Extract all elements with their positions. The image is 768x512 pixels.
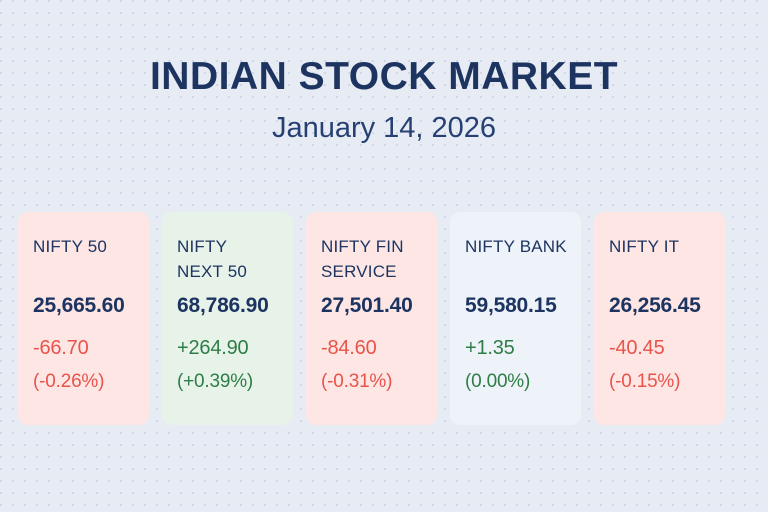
index-value: 27,501.40	[321, 294, 413, 317]
index-change: -84.60	[321, 337, 377, 359]
index-card-nifty-fin-service[interactable]: NIFTY FIN SERVICE 27,501.40 -84.60 (-0.3…	[306, 212, 437, 425]
index-card-list: NIFTY 50 25,665.60 -66.70 (-0.26%) NIFTY…	[18, 212, 750, 425]
index-label: NIFTY NEXT 50	[177, 234, 293, 284]
index-card-nifty-bank[interactable]: NIFTY BANK 59,580.15 +1.35 (0.00%)	[450, 212, 581, 425]
index-value: 25,665.60	[33, 294, 125, 317]
header: INDIAN STOCK MARKET January 14, 2026	[0, 0, 768, 148]
index-change: +264.90	[177, 337, 249, 359]
index-card-nifty-next-50[interactable]: NIFTY NEXT 50 68,786.90 +264.90 (+0.39%)	[162, 212, 293, 425]
index-label: NIFTY IT	[609, 234, 725, 284]
index-label-line: NIFTY	[177, 237, 228, 256]
index-label-line: NIFTY BANK	[465, 237, 567, 256]
index-percent: (+0.39%)	[177, 371, 254, 392]
page-date: January 14, 2026	[271, 112, 497, 144]
index-label-line: NIFTY IT	[609, 237, 680, 256]
index-label-line: NEXT 50	[177, 262, 248, 281]
index-label: NIFTY BANK	[465, 234, 581, 284]
index-label-line: NIFTY 50	[33, 237, 108, 256]
index-label-line: SERVICE	[321, 262, 397, 281]
index-card-nifty-it[interactable]: NIFTY IT 26,256.45 -40.45 (-0.15%)	[594, 212, 725, 425]
index-percent: (-0.26%)	[33, 371, 105, 392]
index-percent: (0.00%)	[465, 371, 531, 392]
page-title: INDIAN STOCK MARKET	[149, 55, 619, 98]
index-value: 59,580.15	[465, 294, 557, 317]
index-label: NIFTY 50	[33, 234, 149, 284]
index-change: +1.35	[465, 337, 515, 359]
index-value: 68,786.90	[177, 294, 269, 317]
index-label: NIFTY FIN SERVICE	[321, 234, 437, 284]
index-card-nifty-50[interactable]: NIFTY 50 25,665.60 -66.70 (-0.26%)	[18, 212, 149, 425]
index-percent: (-0.31%)	[321, 371, 393, 392]
index-label-line: NIFTY FIN	[321, 237, 404, 256]
index-change: -66.70	[33, 337, 89, 359]
index-change: -40.45	[609, 337, 665, 359]
index-value: 26,256.45	[609, 294, 701, 317]
index-percent: (-0.15%)	[609, 371, 681, 392]
